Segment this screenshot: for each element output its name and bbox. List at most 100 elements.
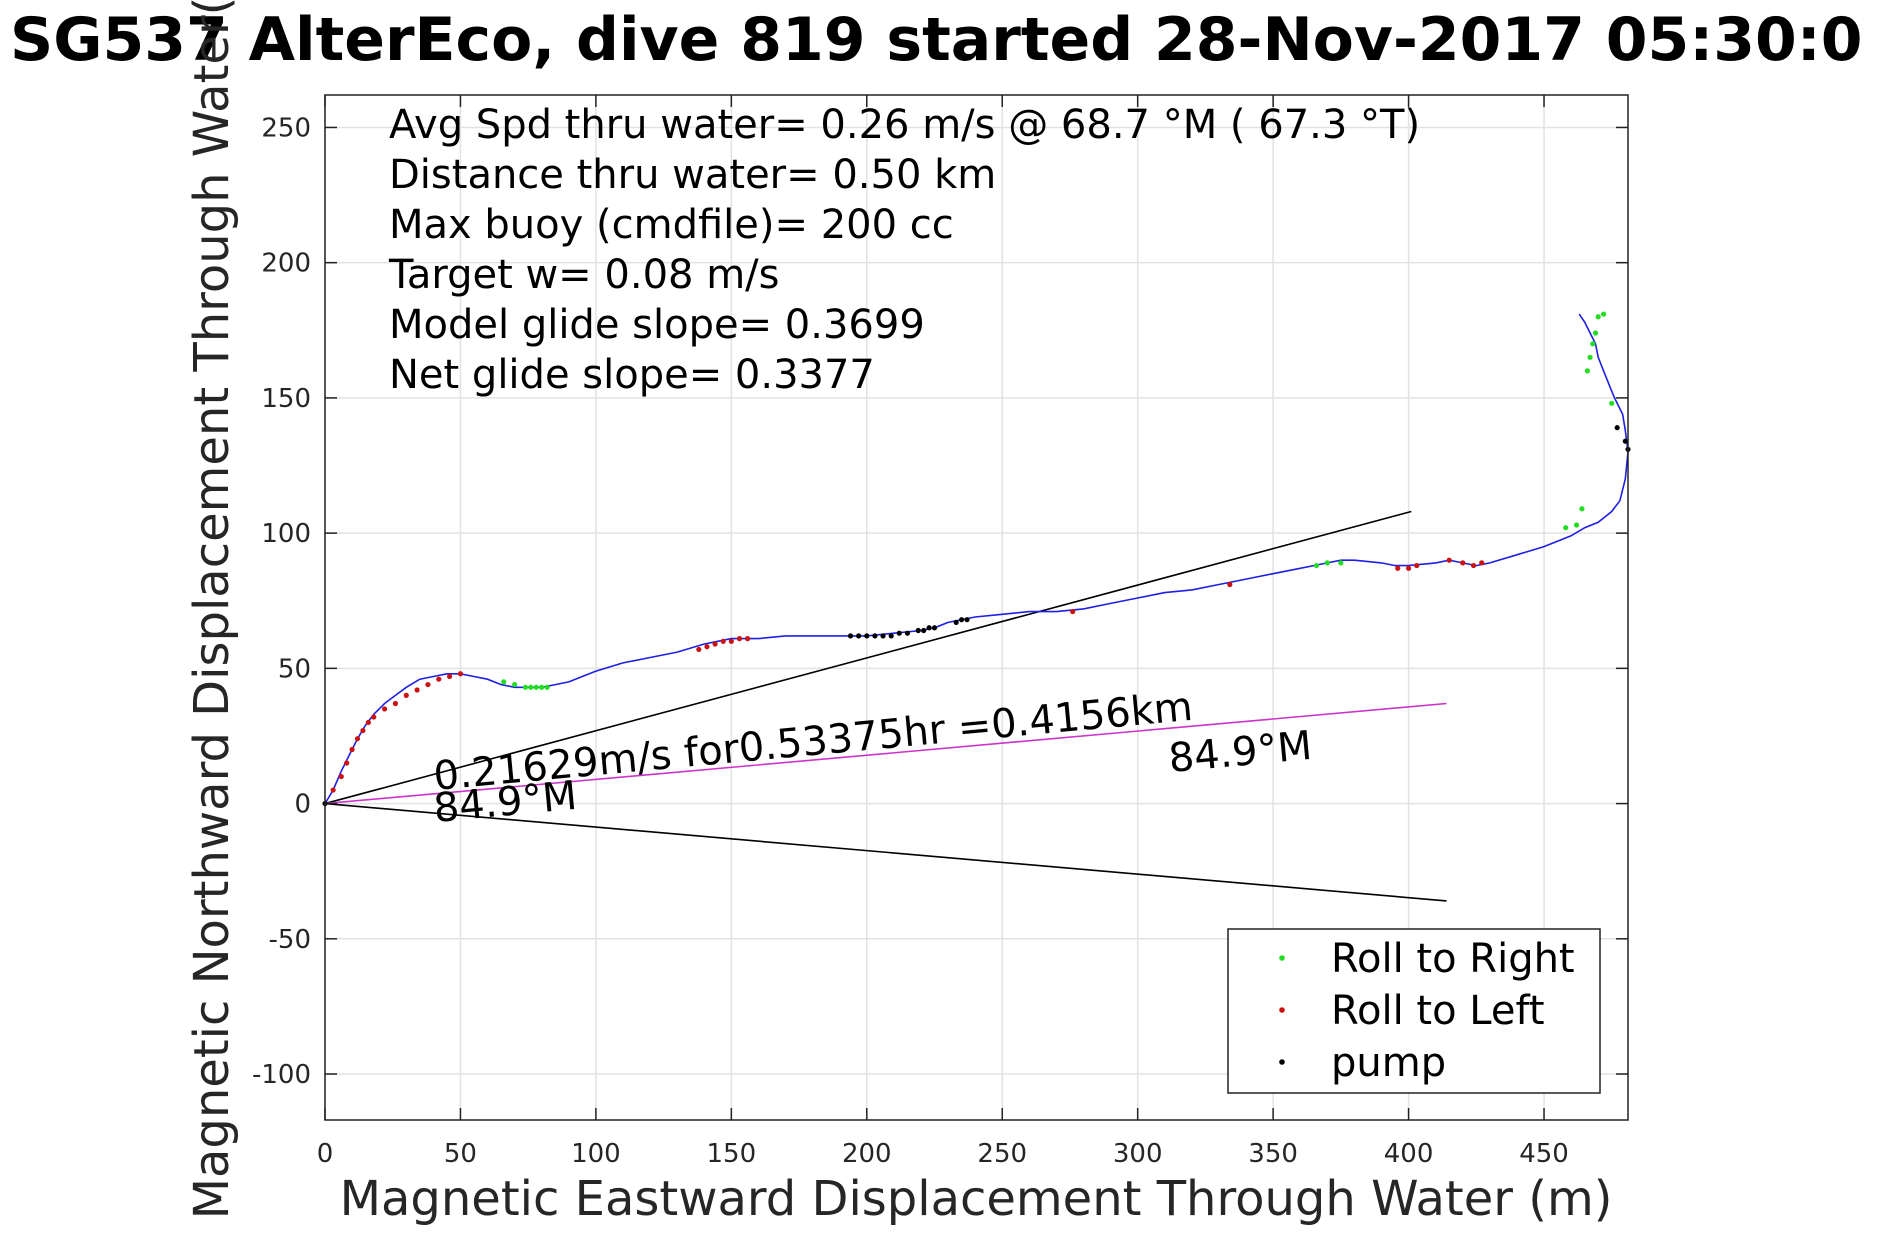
roll-left-marker <box>354 736 361 742</box>
pump-marker <box>921 627 927 634</box>
pump-marker <box>1622 438 1628 444</box>
roll-right-marker <box>1338 560 1344 566</box>
roll-right-marker <box>1609 400 1615 406</box>
roll-left-marker <box>1414 562 1420 569</box>
info-line: Target w= 0.08 m/s <box>388 252 779 298</box>
roll-left-marker <box>728 638 734 644</box>
pump-marker <box>872 633 878 639</box>
pump-marker <box>1614 425 1620 431</box>
info-line: Distance thru water= 0.50 km <box>389 152 996 198</box>
y-tick-label: 150 <box>261 384 311 414</box>
roll-left-marker <box>338 773 344 780</box>
legend-marker-roll-left <box>1279 1007 1285 1013</box>
x-tick-labels: 0 50 100 150 200 250 300 350 400 450 <box>317 95 1569 1169</box>
cone-upper-line <box>324 510 1412 805</box>
roll-right-marker <box>1563 525 1569 531</box>
roll-right-marker <box>533 684 539 690</box>
roll-left-marker <box>371 714 377 720</box>
roll-right-marker <box>1324 560 1330 566</box>
pump-marker <box>896 630 902 636</box>
legend-label: pump <box>1331 1040 1446 1086</box>
pump-marker <box>953 619 959 625</box>
roll-left-marker <box>1227 581 1233 588</box>
roll-left-marker <box>365 719 371 726</box>
track-layer <box>324 313 1629 805</box>
roll-right-marker <box>1592 330 1599 336</box>
roll-right-marker <box>544 684 550 690</box>
y-tick-label: 250 <box>261 113 311 143</box>
pump-marker <box>915 627 921 634</box>
roll-left-marker <box>704 644 710 650</box>
roll-right-marker <box>1590 341 1596 347</box>
pump-marker <box>904 630 911 636</box>
roll-left-marker <box>457 671 464 677</box>
y-axis-label: Magnetic Northward Displacement Through … <box>184 0 240 1219</box>
chart-title: SG537 AlterEco, dive 819 started 28-Nov-… <box>10 5 1863 75</box>
axes-frame <box>324 94 1629 1121</box>
y-tick-label: -50 <box>269 925 311 955</box>
pump-marker <box>931 625 938 631</box>
x-tick-label: 400 <box>1384 1139 1434 1169</box>
info-line: Model glide slope= 0.3699 <box>389 302 925 348</box>
legend-label: Roll to Left <box>1331 988 1545 1034</box>
roll-left-marker <box>381 706 388 712</box>
annotation-layer: 0.21629m/s for0.53375hr =0.4156km 84.9°M… <box>432 684 1314 832</box>
reference-lines <box>324 510 1447 902</box>
roll-left-marker <box>392 700 399 707</box>
x-tick-label: 50 <box>444 1139 477 1169</box>
roll-left-marker <box>1460 560 1466 566</box>
x-tick-label: 450 <box>1519 1139 1569 1169</box>
legend-marker-roll-right <box>1279 955 1285 961</box>
info-line: Net glide slope= 0.3377 <box>389 352 875 398</box>
net-heading-line <box>324 702 1447 805</box>
cone-lower-line <box>324 802 1447 902</box>
roll-left-marker <box>712 641 718 647</box>
y-tick-label: 200 <box>261 249 311 279</box>
roll-left-marker <box>330 787 336 793</box>
roll-left-marker <box>696 646 702 653</box>
info-line: Max buoy (cmdfile)= 200 cc <box>389 202 954 248</box>
roll-left-marker <box>720 638 726 644</box>
roll-left-marker <box>1470 562 1477 569</box>
roll-left-marker <box>1479 560 1485 566</box>
roll-left-marker <box>447 673 453 680</box>
pump-marker <box>926 625 932 631</box>
x-tick-label: 100 <box>571 1139 621 1169</box>
roll-left-marker <box>736 636 743 642</box>
pump-marker <box>847 633 854 639</box>
track-line <box>324 313 1629 805</box>
roll-right-marker <box>1573 522 1580 528</box>
roll-left-marker <box>436 676 442 682</box>
y-tick-label: 0 <box>294 790 311 820</box>
info-line: Avg Spd thru water= 0.26 m/s @ 68.7 °M (… <box>389 102 1420 148</box>
legend-marker-pump <box>1279 1059 1285 1065</box>
roll-left-marker <box>1446 557 1452 563</box>
roll-left-marker <box>344 760 350 766</box>
marker-layer <box>322 311 1631 807</box>
roll-right-marker <box>1579 506 1585 512</box>
roll-left-marker <box>360 727 366 734</box>
y-tick-labels: -100 -50 0 50 100 150 200 250 <box>252 113 1628 1090</box>
roll-left-marker <box>1395 565 1401 571</box>
roll-right-marker <box>1587 354 1593 360</box>
roll-right-marker <box>501 679 507 685</box>
pump-marker <box>864 633 870 639</box>
legend-label: Roll to Right <box>1331 936 1575 982</box>
roll-right-marker <box>539 684 545 690</box>
roll-left-marker <box>1070 608 1076 615</box>
grid <box>324 95 1628 1120</box>
roll-left-marker <box>349 746 355 753</box>
y-tick-label: 100 <box>261 519 311 549</box>
pump-marker <box>856 633 862 639</box>
legend: Roll to Right Roll to Left pump <box>1227 928 1601 1094</box>
x-tick-label: 150 <box>707 1139 757 1169</box>
y-tick-label: 50 <box>278 654 311 684</box>
x-tick-label: 350 <box>1248 1139 1298 1169</box>
x-tick-label: 200 <box>842 1139 892 1169</box>
roll-right-marker <box>1595 314 1601 320</box>
heading-annotation-far: 84.9°M <box>1167 723 1314 782</box>
pump-marker <box>959 617 965 623</box>
x-tick-label: 250 <box>977 1139 1027 1169</box>
roll-left-marker <box>744 636 751 642</box>
